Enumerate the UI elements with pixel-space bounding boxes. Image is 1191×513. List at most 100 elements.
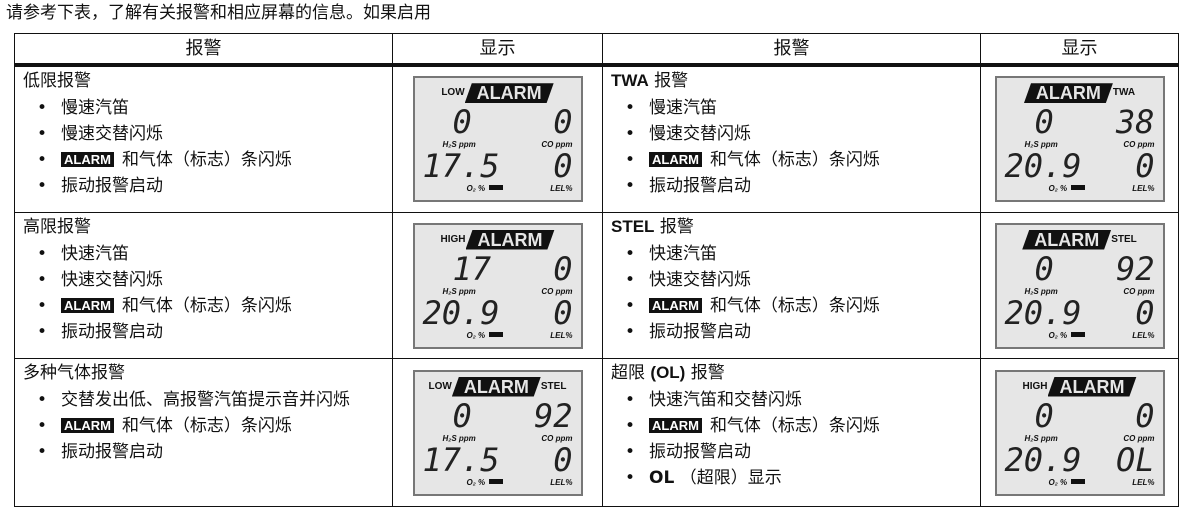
- co-label: CO ppm: [541, 140, 573, 150]
- o2-value: 17.5: [422, 440, 500, 479]
- alarm-level: LOW: [428, 380, 452, 392]
- top-readings: 0 0: [423, 106, 573, 139]
- alarm-type: STEL: [1111, 233, 1137, 245]
- list-item: 慢速交替闪烁: [625, 121, 972, 147]
- list-item: 振动报警启动: [625, 319, 972, 345]
- battery-icon: [489, 185, 504, 191]
- display-cell: HIGH ALARM 0 0 H₂S ppm CO ppm 20.9 OL O₂ …: [980, 358, 1179, 507]
- alarm-label: ALARM: [1047, 376, 1137, 397]
- alarm-level: HIGH: [440, 233, 466, 245]
- header-cell: 显示: [392, 33, 603, 67]
- alarm-title: 高限报警: [23, 216, 384, 238]
- list-item: 快速汽笛和交替闪烁: [625, 387, 972, 413]
- item-text: 和气体（标志）条闪烁: [709, 149, 880, 170]
- alarm-title: 低限报警: [23, 70, 384, 92]
- h2s-value: 17: [452, 249, 492, 288]
- list-item: 振动报警启动: [37, 173, 384, 199]
- o2-value: 20.9: [1004, 293, 1082, 332]
- item-text: 慢速交替闪烁: [61, 123, 163, 144]
- title-bold: (OL): [650, 363, 686, 382]
- bottom-labels: O₂ % LEL%: [1005, 330, 1155, 341]
- list-item: ALARM 和气体（标志）条闪烁: [37, 413, 384, 439]
- item-text: 和气体（标志）条闪烁: [121, 296, 292, 316]
- title-text: 多种气体报警: [23, 363, 125, 383]
- title-bold: STEL: [611, 217, 655, 236]
- lel-label: LEL%: [550, 184, 573, 194]
- alarm-cell: TWA 报警慢速汽笛慢速交替闪烁 ALARM 和气体（标志）条闪烁振动报警启动: [602, 64, 981, 213]
- alarm-badge: ALARM: [649, 418, 702, 433]
- lcd-screen: HIGH ALARM 0 0 H₂S ppm CO ppm 20.9 OL O₂ …: [994, 369, 1165, 496]
- alarm-label: ALARM: [1023, 83, 1113, 104]
- item-text: 慢速交替闪烁: [649, 123, 751, 144]
- alarm-badge: ALARM: [61, 298, 114, 313]
- lcd-screen: HIGH ALARM 17 0 H₂S ppm CO ppm 20.9 0 O₂ …: [412, 222, 583, 349]
- lel-value: 0: [1135, 293, 1155, 332]
- item-text: 和气体（标志）条闪烁: [121, 149, 292, 170]
- header-cell: 报警: [602, 33, 981, 67]
- lel-value: 0: [553, 293, 573, 332]
- battery-icon: [1071, 478, 1086, 484]
- table-row: 低限报警慢速汽笛慢速交替闪烁 ALARM 和气体（标志）条闪烁振动报警启动 LOWA…: [14, 64, 1179, 213]
- bottom-labels: O₂ % LEL%: [1005, 477, 1155, 488]
- bottom-readings: 17.5 0: [423, 150, 573, 183]
- battery-icon: [489, 478, 504, 484]
- item-bold: OL: [649, 468, 675, 488]
- bottom-labels: O₂ % LEL%: [1005, 183, 1155, 194]
- title-text: 报警: [648, 70, 689, 91]
- alarm-title: 超限 (OL) 报警: [611, 362, 972, 384]
- item-text: 交替发出低、高报警汽笛提示音并闪烁: [61, 390, 350, 410]
- alarm-badge: ALARM: [61, 418, 114, 433]
- alarm-type: TWA: [1112, 87, 1136, 99]
- co-value: 0: [553, 103, 573, 142]
- lel-value: 0: [1135, 147, 1155, 186]
- list-item: 慢速交替闪烁: [37, 121, 384, 147]
- list-item: 快速汽笛: [37, 241, 384, 267]
- top-labels: H₂S ppm CO ppm: [1005, 433, 1155, 444]
- lcd-screen: LOW ALARM 0 0 H₂S ppm CO ppm 17.5 0 O₂ % …: [412, 76, 583, 203]
- o2-value: 20.9: [1004, 147, 1082, 186]
- title-text: 报警: [654, 217, 694, 237]
- alarm-title: 多种气体报警: [23, 362, 384, 384]
- battery-icon: [1071, 185, 1086, 191]
- lel-label: LEL%: [550, 330, 573, 340]
- co-label: CO ppm: [541, 433, 573, 443]
- list-item: 慢速汽笛: [37, 95, 384, 121]
- alarm-label: ALARM: [451, 376, 541, 397]
- item-text: 振动报警启动: [61, 442, 163, 462]
- item-text: 快速汽笛和交替闪烁: [649, 390, 802, 410]
- alarm-level: HIGH: [1022, 380, 1048, 392]
- item-text: 慢速汽笛: [649, 97, 717, 118]
- alarm-badge: ALARM: [649, 298, 702, 313]
- alarm-banner: ALARM TWA: [1005, 82, 1155, 106]
- bottom-labels: O₂ % LEL%: [423, 183, 573, 194]
- display-cell: HIGH ALARM 17 0 H₂S ppm CO ppm 20.9 0 O₂ …: [392, 212, 603, 359]
- alarm-cell: 高限报警快速汽笛快速交替闪烁 ALARM 和气体（标志）条闪烁振动报警启动: [14, 212, 393, 359]
- item-text: 慢速汽笛: [61, 97, 129, 118]
- alarm-banner: LOW ALARM STEL: [423, 376, 573, 400]
- title-text: 报警: [685, 363, 725, 383]
- list-item: ALARM 和气体（标志）条闪烁: [625, 147, 972, 173]
- alarm-cell: 超限 (OL) 报警快速汽笛和交替闪烁 ALARM 和气体（标志）条闪烁振动报警启动…: [602, 358, 981, 507]
- top-readings: 0 38: [1005, 106, 1155, 139]
- item-text: 振动报警启动: [61, 175, 163, 196]
- h2s-label: H₂S ppm: [442, 433, 476, 443]
- list-item: 振动报警启动: [625, 173, 972, 199]
- lcd-screen: LOW ALARM STEL 0 92 H₂S ppm CO ppm 17.5 0 …: [412, 369, 583, 496]
- lel-label: LEL%: [1132, 477, 1155, 487]
- lcd-screen: ALARM STEL 0 92 H₂S ppm CO ppm 20.9 0 O₂ …: [994, 222, 1165, 349]
- item-text: 和气体（标志）条闪烁: [709, 416, 880, 436]
- list-item: ALARM 和气体（标志）条闪烁: [625, 413, 972, 439]
- list-item: 快速交替闪烁: [37, 267, 384, 293]
- co-label: CO ppm: [1123, 286, 1155, 296]
- h2s-value: 0: [452, 103, 472, 142]
- top-readings: 17 0: [423, 249, 573, 288]
- item-text: 快速汽笛: [649, 244, 717, 264]
- h2s-value: 0: [452, 396, 472, 435]
- alarm-title: TWA 报警: [611, 70, 972, 92]
- h2s-label: H₂S ppm: [442, 140, 476, 150]
- header-cell: 显示: [980, 33, 1179, 67]
- display-cell: LOW ALARM 0 0 H₂S ppm CO ppm 17.5 0 O₂ % …: [392, 64, 603, 213]
- alarm-badge: ALARM: [649, 151, 702, 167]
- lel-value: 0: [553, 440, 573, 479]
- o2-label: O₂ %: [466, 184, 486, 194]
